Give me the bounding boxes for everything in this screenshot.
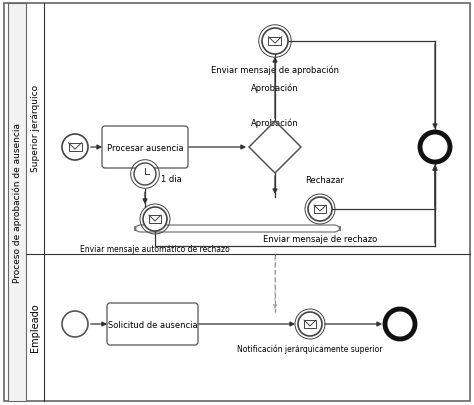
Text: 1 dia: 1 dia xyxy=(161,174,182,183)
FancyBboxPatch shape xyxy=(149,215,161,223)
Circle shape xyxy=(262,29,288,55)
FancyBboxPatch shape xyxy=(69,143,82,152)
Text: Enviar mensaje de rechazo: Enviar mensaje de rechazo xyxy=(263,234,377,243)
FancyBboxPatch shape xyxy=(102,127,188,168)
Circle shape xyxy=(62,135,88,161)
Text: Enviar mensaje automático de rechazo: Enviar mensaje automático de rechazo xyxy=(80,244,230,254)
Text: Proceso de aprobación de ausencia: Proceso de aprobación de ausencia xyxy=(12,123,22,282)
Circle shape xyxy=(298,312,322,336)
Text: Superior jerárquico: Superior jerárquico xyxy=(30,84,39,171)
FancyBboxPatch shape xyxy=(314,206,326,213)
Circle shape xyxy=(308,198,332,222)
FancyBboxPatch shape xyxy=(304,320,316,328)
Text: Procesar ausencia: Procesar ausencia xyxy=(107,143,183,152)
FancyBboxPatch shape xyxy=(8,4,26,401)
Text: Aprobación: Aprobación xyxy=(251,83,299,92)
Text: Aprobación: Aprobación xyxy=(251,118,299,128)
Text: Solicitud de ausencia: Solicitud de ausencia xyxy=(108,320,197,329)
FancyBboxPatch shape xyxy=(268,38,282,46)
Circle shape xyxy=(134,164,156,185)
Text: Rechazar: Rechazar xyxy=(305,175,344,184)
FancyBboxPatch shape xyxy=(107,303,198,345)
Circle shape xyxy=(143,207,167,231)
Text: Empleado: Empleado xyxy=(30,303,40,352)
Text: Notificación jerárquicamente superior: Notificación jerárquicamente superior xyxy=(237,344,383,354)
Text: Enviar mensaje de aprobación: Enviar mensaje de aprobación xyxy=(211,65,339,74)
FancyBboxPatch shape xyxy=(4,4,470,401)
